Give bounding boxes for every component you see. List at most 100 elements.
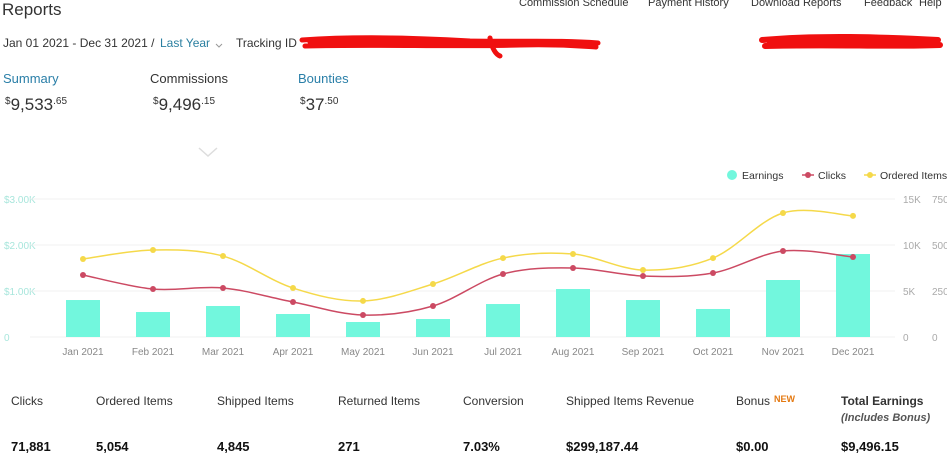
legend-marker (727, 170, 737, 180)
tick-label: 750 (932, 195, 947, 206)
stat-value: 71,881 (11, 439, 51, 454)
point (640, 267, 646, 274)
point (430, 302, 436, 309)
tick-label: 0 (903, 333, 909, 344)
bar (486, 304, 520, 337)
point (850, 212, 856, 219)
point (710, 255, 716, 262)
stat-value: 7.03% (463, 439, 500, 454)
x-tick-label: Sep 2021 (622, 347, 665, 358)
bar (206, 305, 240, 337)
nav-link[interactable]: Commission Schedule (519, 0, 628, 9)
x-tick-label: Nov 2021 (762, 347, 805, 358)
tab-commissions[interactable]: Commissions (150, 71, 229, 86)
point (500, 270, 506, 277)
amount-whole: 37 (306, 95, 325, 114)
series-line (82, 209, 854, 302)
x-tick-label: May 2021 (341, 347, 385, 358)
bar (836, 254, 870, 337)
point (220, 253, 226, 260)
amount: $9,496.15 (153, 95, 215, 114)
stat-label: Total Earnings (841, 394, 924, 408)
tick-label: 500 (932, 241, 947, 252)
x-tick-label: Oct 2021 (693, 347, 734, 358)
stat-label: Shipped Items (217, 394, 294, 408)
amount: $9,533.65 (5, 95, 67, 114)
tick-label: 10K (903, 241, 921, 252)
point (360, 297, 366, 304)
nav-link[interactable]: Help (919, 0, 942, 9)
legend-label: Clicks (818, 170, 846, 182)
point (80, 255, 86, 262)
bar (416, 319, 450, 337)
x-tick-label: Jun 2021 (412, 347, 454, 358)
tick-label: 15K (903, 195, 921, 206)
bar (626, 300, 660, 337)
bar (346, 322, 380, 337)
bar (66, 300, 100, 337)
tracking-label[interactable]: Tracking ID (236, 36, 297, 50)
redaction (759, 33, 943, 49)
chart: 0 $1.00K $2.00K $3.00K 0 5K 10K 15K 0 250 500 750 Ja… (4, 170, 947, 358)
nav-link[interactable]: Feedback (864, 0, 913, 9)
stat-label: Conversion (463, 394, 524, 408)
stat-label: Returned Items (338, 394, 420, 408)
nav-link[interactable]: Payment History (648, 0, 729, 9)
legend-marker (867, 172, 873, 178)
point (570, 251, 576, 258)
legend-label: Ordered Items (880, 170, 947, 182)
point (150, 246, 156, 253)
point (500, 255, 506, 262)
point (430, 281, 436, 288)
currency: $ (153, 96, 159, 107)
badge: NEW (774, 394, 796, 404)
x-tick-label: Apr 2021 (273, 347, 314, 358)
tick-label: $1.00K (4, 287, 36, 298)
x-tick-label: Dec 2021 (832, 347, 875, 358)
tab-summary[interactable]: Summary (3, 71, 59, 86)
tick-label: 0 (932, 333, 938, 344)
redaction (299, 35, 601, 59)
point (290, 299, 296, 306)
x-tick-label: Mar 2021 (202, 347, 245, 358)
amount-whole: 9,496 (159, 95, 202, 114)
nav-link[interactable]: Download Reports (751, 0, 842, 9)
point (710, 269, 716, 276)
stat-value: 4,845 (217, 439, 250, 454)
stats: Clicks 71,881 Ordered Items 5,054 Shipped It… (11, 394, 931, 454)
stat-label: Ordered Items (96, 394, 173, 408)
point (80, 272, 86, 279)
x-tick-label: Feb 2021 (132, 347, 175, 358)
tick-label: 0 (4, 333, 10, 344)
stat-label: Bonus (736, 394, 770, 408)
point (780, 247, 786, 254)
amount-cents: .65 (53, 96, 67, 107)
bar (766, 280, 800, 337)
x-tick-label: Jan 2021 (62, 347, 104, 358)
point (780, 209, 786, 216)
x-tick-label: Aug 2021 (552, 347, 595, 358)
point (640, 273, 646, 280)
amount-cents: .50 (324, 96, 338, 107)
stat-note: (Includes Bonus) (841, 412, 931, 424)
bar (696, 308, 730, 337)
bar (136, 312, 170, 337)
series-line (82, 249, 854, 316)
currency: $ (5, 96, 11, 107)
amount: $37.50 (300, 95, 339, 114)
stat-value: $299,187.44 (566, 439, 639, 454)
bar (556, 289, 590, 337)
bar (276, 314, 310, 337)
tab-bounties[interactable]: Bounties (298, 71, 349, 86)
tab-indicator (198, 147, 218, 158)
amount-cents: .15 (201, 96, 215, 107)
legend-marker (805, 172, 811, 178)
page-title: Reports (2, 0, 62, 19)
x-tick-label: Jul 2021 (484, 347, 522, 358)
chevron (215, 43, 223, 48)
stat-label: Clicks (11, 394, 43, 408)
stat-value: 271 (338, 439, 360, 454)
date-preset[interactable]: Last Year (160, 36, 210, 50)
